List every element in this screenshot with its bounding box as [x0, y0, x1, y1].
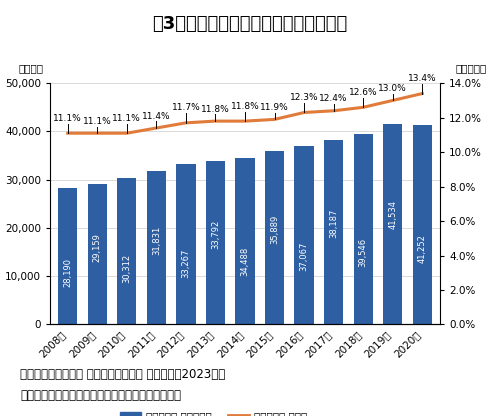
Bar	[265, 151, 284, 324]
Bar	[236, 158, 255, 324]
Text: 39,546: 39,546	[358, 238, 368, 267]
Bar	[383, 124, 402, 324]
Bar	[88, 184, 107, 324]
Text: 35,889: 35,889	[270, 215, 279, 244]
Bar	[206, 161, 225, 324]
Text: 33,792: 33,792	[211, 220, 220, 250]
Text: 30,312: 30,312	[122, 254, 132, 283]
Legend: 悪性新生物 国民医療費, 悪性新生物 占有率: 悪性新生物 国民医療費, 悪性新生物 占有率	[116, 407, 312, 416]
Bar	[58, 188, 78, 324]
Bar	[354, 134, 373, 324]
Text: 38,187: 38,187	[329, 208, 338, 238]
Bar	[117, 178, 136, 324]
Text: 28,190: 28,190	[63, 258, 72, 287]
Text: 嘦3　悪性新生物の国民医療費・占有率: 嘦3 悪性新生物の国民医療費・占有率	[152, 15, 348, 32]
Text: 41,534: 41,534	[388, 200, 397, 229]
Text: 出典：公益財団法人 がん研究振興財団 がんの統芈2023４）: 出典：公益財団法人 がん研究振興財団 がんの統芈2023４）	[20, 368, 225, 381]
Text: 出所：上記データから医薬産業政策研究所にて作成: 出所：上記データから医薬産業政策研究所にて作成	[20, 389, 181, 402]
Text: 12.6%: 12.6%	[349, 88, 378, 97]
Text: 11.7%: 11.7%	[172, 104, 200, 112]
Text: 11.1%: 11.1%	[112, 114, 141, 123]
Text: 34,488: 34,488	[240, 247, 250, 276]
Text: 11.1%: 11.1%	[83, 116, 112, 126]
Bar	[412, 125, 432, 324]
Text: 12.4%: 12.4%	[320, 94, 348, 103]
Text: （億円）: （億円）	[19, 64, 44, 74]
Text: 11.9%: 11.9%	[260, 103, 289, 112]
Text: 13.0%: 13.0%	[378, 84, 407, 93]
Bar	[147, 171, 166, 324]
Text: 11.8%: 11.8%	[201, 104, 230, 114]
Bar	[324, 140, 343, 324]
Text: 31,831: 31,831	[152, 225, 161, 255]
Text: 41,252: 41,252	[418, 234, 427, 263]
Text: 11.8%: 11.8%	[230, 102, 260, 111]
Text: （占有率）: （占有率）	[456, 64, 487, 74]
Text: 11.1%: 11.1%	[54, 114, 82, 123]
Text: 29,159: 29,159	[93, 233, 102, 262]
Text: 13.4%: 13.4%	[408, 74, 436, 83]
Text: 37,067: 37,067	[300, 242, 308, 271]
Text: 11.4%: 11.4%	[142, 111, 171, 121]
Text: 12.3%: 12.3%	[290, 93, 318, 102]
Text: 33,267: 33,267	[182, 249, 190, 278]
Bar	[176, 164, 196, 324]
Bar	[294, 146, 314, 324]
